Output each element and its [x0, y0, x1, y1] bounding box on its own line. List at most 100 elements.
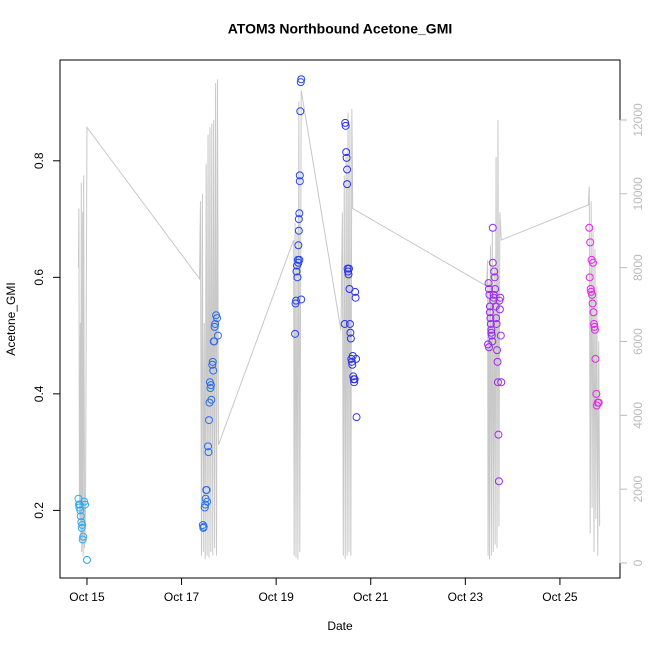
data-point: [590, 325, 599, 334]
data-point: [488, 337, 497, 346]
data-point: [198, 520, 207, 529]
data-point: [293, 273, 302, 282]
data-point: [588, 299, 597, 308]
y2-tick-label: 12000: [631, 103, 645, 137]
data-point: [594, 398, 603, 407]
data-point: [351, 293, 360, 302]
data-point: [344, 264, 353, 273]
y2-tick-label: 10000: [631, 177, 645, 211]
data-point: [484, 284, 493, 293]
data-point: [76, 506, 85, 515]
data-point: [588, 290, 597, 299]
data-point: [490, 267, 499, 276]
data-point: [210, 337, 219, 346]
data-point: [350, 378, 359, 387]
x-tick-label: Oct 25: [542, 590, 578, 604]
data-point: [493, 346, 502, 355]
data-point: [496, 293, 505, 302]
data-point: [204, 448, 213, 457]
data-point: [291, 299, 300, 308]
data-point: [352, 413, 361, 422]
x-tick-label: Oct 15: [69, 590, 105, 604]
data-point: [488, 258, 497, 267]
data-point: [484, 279, 493, 288]
x-tick-label: Oct 17: [164, 590, 200, 604]
data-point: [211, 319, 220, 328]
data-point: [202, 486, 211, 495]
data-point: [350, 375, 359, 384]
data-point: [75, 500, 84, 509]
data-point: [208, 360, 217, 369]
data-point: [491, 284, 500, 293]
data-point: [486, 319, 495, 328]
data-point: [347, 357, 356, 366]
data-point: [294, 241, 303, 250]
y2-tick-label: 8000: [631, 254, 645, 281]
data-point: [295, 209, 304, 218]
data-point: [343, 180, 352, 189]
data-point: [213, 314, 222, 323]
x-tick-label: Oct 19: [258, 590, 294, 604]
data-point: [296, 107, 305, 116]
data-point: [352, 354, 361, 363]
data-point: [209, 366, 218, 375]
data-point: [496, 331, 505, 340]
data-point: [495, 305, 504, 314]
data-point: [292, 267, 301, 276]
y2-tick-label: 4000: [631, 402, 645, 429]
data-point: [294, 226, 303, 235]
data-point: [493, 357, 502, 366]
data-point: [490, 273, 499, 282]
data-point: [77, 523, 86, 532]
data-point: [586, 238, 595, 247]
data-point: [82, 555, 91, 564]
data-point: [497, 378, 506, 387]
data-point: [486, 314, 495, 323]
data-point: [76, 512, 85, 521]
data-point: [493, 378, 502, 387]
data-point: [351, 287, 360, 296]
y2-tick-label: 0: [631, 559, 645, 566]
data-point: [492, 319, 501, 328]
data-point: [78, 520, 87, 529]
data-point: [340, 319, 349, 328]
data-point: [296, 78, 305, 87]
x-tick-label: Oct 23: [448, 590, 484, 604]
data-point: [589, 319, 598, 328]
data-point: [485, 290, 494, 299]
data-point: [207, 395, 216, 404]
y2-tick-label: 2000: [631, 476, 645, 503]
data-point: [213, 331, 222, 340]
data-point: [203, 497, 212, 506]
data-point: [592, 389, 601, 398]
data-point: [494, 430, 503, 439]
data-point: [492, 314, 501, 323]
chart-title: ATOM3 Northbound Acetone_GMI: [228, 21, 453, 37]
y-tick-label: 0.4: [32, 385, 46, 402]
data-point: [206, 381, 215, 390]
data-point: [292, 296, 301, 305]
data-point: [295, 255, 304, 264]
data-point: [586, 284, 595, 293]
y-tick-label: 0.6: [32, 269, 46, 286]
data-point: [487, 331, 496, 340]
x-tick-label: Oct 21: [353, 590, 389, 604]
data-point: [210, 322, 219, 331]
data-point: [204, 416, 213, 425]
data-point: [491, 302, 500, 311]
data-point: [78, 535, 87, 544]
data-point: [487, 325, 496, 334]
data-point: [297, 75, 306, 84]
y-tick-label: 0.8: [32, 152, 46, 169]
data-point: [346, 328, 355, 337]
data-point: [341, 118, 350, 127]
data-point: [489, 290, 498, 299]
data-point: [79, 532, 88, 541]
data-point: [291, 329, 300, 338]
y2-tick-label: 6000: [631, 328, 645, 355]
data-point: [585, 273, 594, 282]
data-point: [206, 384, 215, 393]
data-point: [348, 360, 357, 369]
data-point: [585, 223, 594, 232]
